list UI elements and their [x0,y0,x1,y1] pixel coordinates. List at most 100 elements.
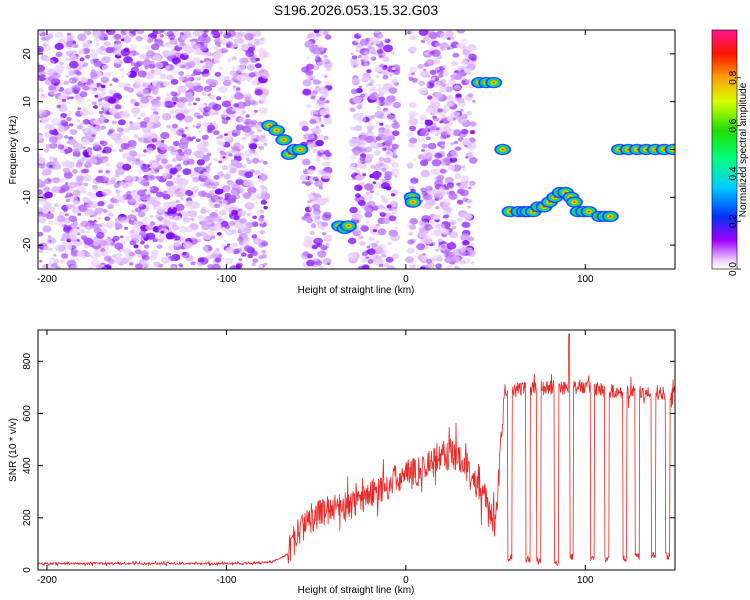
noise-speckle [461,246,467,251]
noise-speckle [64,195,69,199]
noise-speckle [353,150,360,156]
noise-speckle [164,240,169,243]
noise-speckle [382,147,387,151]
noise-speckle [80,122,85,126]
noise-speckle [381,220,386,223]
noise-speckle [155,213,164,220]
noise-speckle [101,149,107,154]
noise-speckle [377,44,385,50]
noise-speckle [383,110,392,117]
noise-speckle [82,85,90,91]
noise-speckle [192,150,200,156]
noise-speckle [320,94,327,99]
noise-speckle [384,139,393,146]
noise-speckle [104,114,111,120]
snr-y-ticks: 0 200 400 600 800 [22,353,675,573]
noise-speckle [202,73,206,77]
noise-speckle [375,75,380,78]
noise-speckle [420,70,430,78]
noise-speckle [408,30,414,34]
noise-speckle [86,230,91,234]
noise-speckle [313,111,319,115]
noise-speckle [100,84,106,89]
noise-speckle [364,211,373,218]
noise-speckle [231,106,238,112]
noise-speckle [461,48,469,55]
noise-speckle [382,86,389,92]
noise-speckle [147,191,153,196]
noise-speckle [120,48,131,57]
noise-speckle [323,234,333,242]
noise-speckle [355,169,361,174]
noise-speckle [132,194,141,201]
noise-speckle [229,220,236,226]
noise-speckle [93,118,103,126]
noise-speckle [236,64,246,71]
noise-speckle [391,66,396,71]
noise-speckle [214,188,223,195]
snr-plot-area [38,330,675,570]
noise-speckle [44,148,50,152]
noise-speckle [301,125,309,132]
noise-speckle [203,69,210,74]
noise-speckle [105,30,111,33]
noise-speckle [317,120,322,124]
y-tick-label: 10 [22,96,33,108]
noise-speckle [236,101,247,109]
noise-speckle [456,182,461,186]
noise-speckle [54,31,64,39]
noise-speckle [251,157,260,164]
noise-speckle [210,253,219,259]
noise-speckle [184,74,193,81]
noise-speckle [408,110,418,118]
noise-speckle [50,257,55,261]
noise-speckle [39,109,48,116]
noise-speckle [361,251,369,257]
noise-speckle [197,262,203,266]
snr-x-ticks: -200 -100 0 100 [37,330,594,586]
noise-speckle [437,230,442,234]
noise-speckle [373,258,384,267]
noise-speckle [363,62,368,67]
noise-speckle [104,216,111,221]
noise-speckle [472,99,476,103]
noise-speckle [108,179,115,185]
noise-speckle [125,57,134,64]
noise-speckle [173,225,178,229]
noise-speckle [382,65,388,70]
noise-speckle [146,50,155,57]
noise-speckle [306,204,311,208]
noise-speckle [366,245,371,249]
noise-speckle [94,93,103,100]
noise-speckle [434,248,439,252]
noise-speckle [185,255,194,262]
noise-speckle [229,44,237,50]
noise-speckle [69,60,79,69]
noise-speckle [231,77,236,81]
noise-speckle [462,240,470,246]
noise-speckle [238,124,242,127]
noise-speckle [214,51,224,59]
noise-speckle [423,192,433,200]
noise-speckle [258,97,267,104]
noise-speckle [305,213,310,217]
noise-speckle [194,85,204,93]
noise-speckle [251,234,258,239]
noise-speckle [45,212,55,220]
noise-speckle [367,76,372,80]
noise-speckle [124,226,129,230]
signal-blob [267,124,286,137]
noise-speckle [370,114,376,119]
noise-speckle [176,101,186,108]
noise-speckle [231,56,237,61]
noise-speckle [364,155,372,162]
noise-speckle [214,203,221,209]
noise-speckle [75,175,85,182]
noise-speckle [58,128,64,133]
noise-speckle [258,145,264,150]
noise-speckle [323,118,333,125]
y-tick-label: -20 [22,237,33,252]
noise-speckle [74,69,80,75]
noise-speckle [383,157,392,164]
noise-speckle [389,73,393,77]
